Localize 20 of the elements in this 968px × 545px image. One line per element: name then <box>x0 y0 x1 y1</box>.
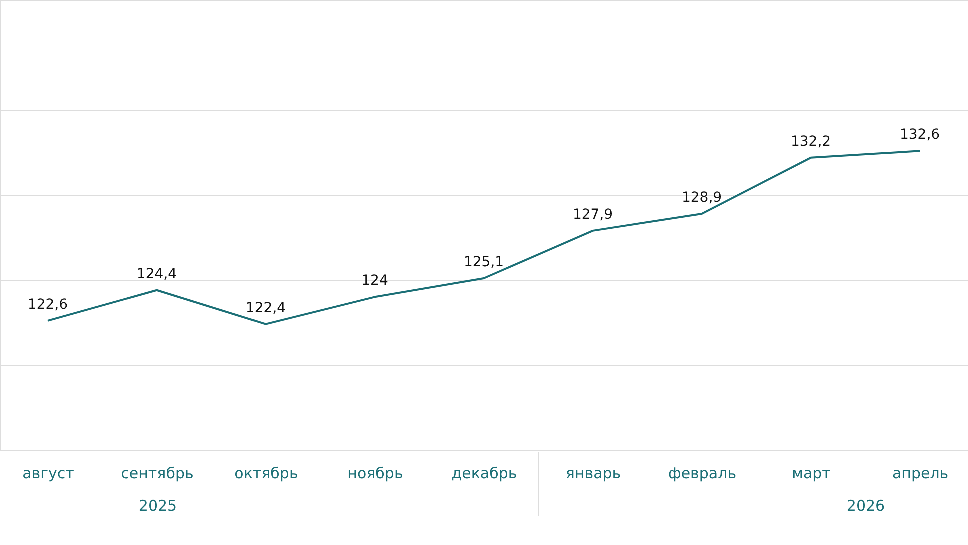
x-tick-label: март <box>792 464 832 482</box>
data-label: 128,9 <box>682 190 722 206</box>
data-label: 124 <box>362 273 388 290</box>
x-tick-label: сентябрь <box>121 464 194 482</box>
x-tick-label: август <box>22 464 75 482</box>
text: 2025 <box>138 497 178 515</box>
x-tick-label: ноябрь <box>348 464 404 482</box>
x-tick-label: январь <box>566 464 622 482</box>
data-label: 132,2 <box>790 134 832 150</box>
text: 2026 <box>846 497 886 515</box>
data-label: 124,4 <box>136 266 178 282</box>
x-tick-label: декабрь <box>452 464 518 482</box>
data-label: 122,6 <box>28 296 68 313</box>
x-tick-label: октябрь <box>234 464 298 482</box>
data-label: 132,6 <box>900 127 940 144</box>
x-tick-label: апрель <box>892 464 949 482</box>
data-label: 125,1 <box>464 254 504 270</box>
x-tick-label: февраль <box>668 464 737 482</box>
data-label: 127,9 <box>572 206 614 223</box>
data-label: 122,4 <box>246 300 286 316</box>
